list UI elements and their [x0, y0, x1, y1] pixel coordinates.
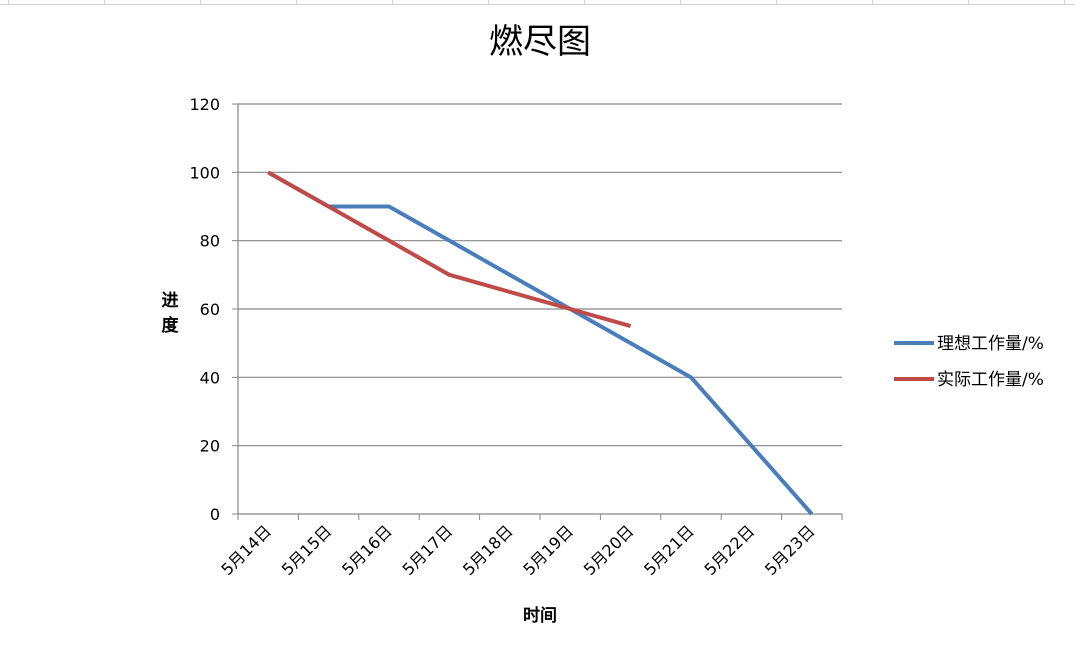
y-axis-title-char-1: 进	[162, 291, 179, 311]
y-tick-label: 80	[200, 232, 220, 251]
column-divider	[296, 0, 297, 4]
column-divider	[8, 0, 9, 4]
x-tick-label: 5月19日	[519, 521, 577, 579]
x-tick-label: 5月20日	[580, 521, 638, 579]
x-axis-ticks: 5月14日 5月15日 5月16日 5月17日 5月18日 5月19日 5月20日 5月21日…	[217, 514, 843, 579]
y-tick-label: 0	[210, 505, 220, 524]
column-divider	[488, 0, 489, 4]
x-tick-label: 5月18日	[459, 521, 517, 579]
column-divider	[968, 0, 969, 4]
column-divider	[680, 0, 681, 4]
column-divider	[776, 0, 777, 4]
y-tick-label: 60	[200, 300, 220, 319]
y-tick-label: 100	[189, 163, 220, 182]
chart-title: 燃尽图	[489, 22, 591, 62]
series-line-2[interactable]	[267, 170, 632, 329]
column-divider	[584, 0, 585, 4]
y-tick-label: 40	[200, 368, 220, 387]
legend[interactable]: 理想工作量/% 实际工作量/%	[894, 334, 1044, 390]
x-tick-label: 5月16日	[338, 521, 396, 579]
legend-label-1: 理想工作量/%	[937, 334, 1044, 354]
gridlines	[238, 103, 842, 447]
axes	[237, 104, 842, 515]
spreadsheet-column-gridlines	[0, 0, 1075, 5]
column-divider	[104, 0, 105, 4]
x-tick-label: 5月17日	[399, 521, 457, 579]
column-divider	[392, 0, 393, 4]
column-divider	[872, 0, 873, 4]
y-axis-title-char-2: 度	[162, 315, 180, 336]
x-tick-label: 5月15日	[278, 521, 336, 579]
y-axis-ticks: 0 20 40 60 80 100 120	[189, 95, 238, 524]
x-axis-title: 时间	[523, 605, 557, 626]
legend-label-2: 实际工作量/%	[937, 370, 1044, 390]
y-tick-label: 20	[200, 437, 220, 456]
column-divider	[1064, 0, 1065, 4]
x-tick-label: 5月21日	[640, 521, 698, 579]
y-tick-label: 120	[189, 95, 220, 114]
x-tick-label: 5月14日	[217, 521, 275, 579]
column-divider	[200, 0, 201, 4]
series-line-1[interactable]	[267, 170, 814, 516]
x-tick-label: 5月22日	[701, 521, 759, 579]
series-lines[interactable]	[267, 170, 814, 516]
x-tick-label: 5月23日	[761, 521, 819, 579]
